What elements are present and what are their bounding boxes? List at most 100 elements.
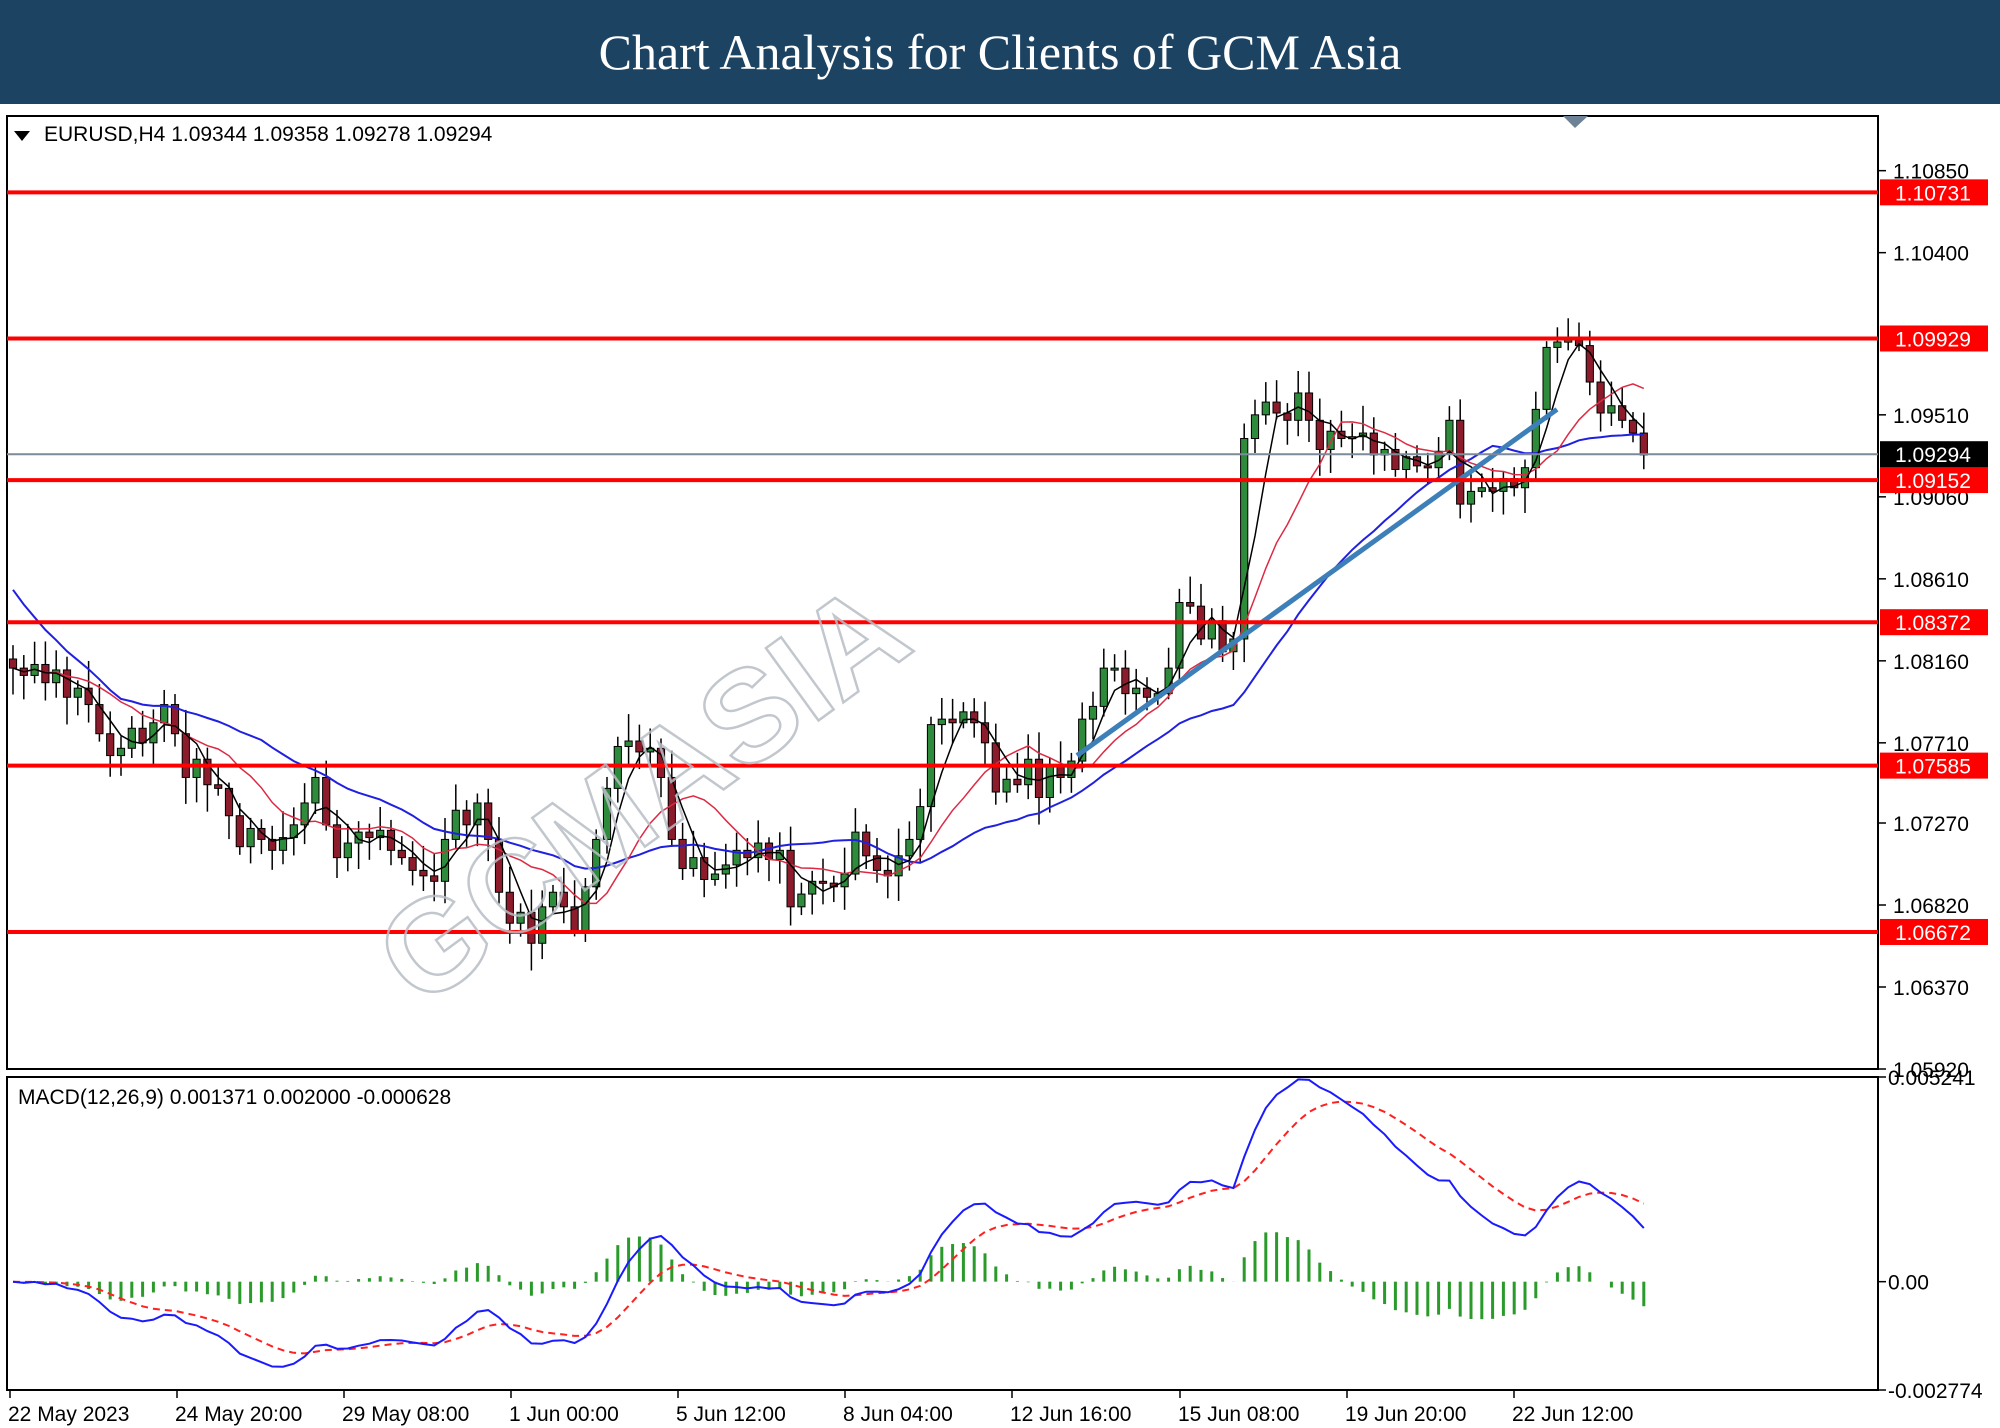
candle-body: [1142, 687, 1152, 698]
candle-body: [1628, 419, 1638, 434]
macd-y-tick-label: 0.005241: [1888, 1067, 1976, 1090]
axis-labels: 1.108501.104001.095101.090601.086101.081…: [8, 161, 1988, 1426]
candle-body: [419, 869, 428, 877]
macd-signal-line: [12, 1100, 1645, 1355]
candle-body: [462, 809, 471, 826]
header-banner: Chart Analysis for Clients of GCM Asia: [0, 0, 2000, 104]
candle-body: [1466, 490, 1476, 505]
candle-body: [138, 727, 147, 744]
candle-body: [235, 815, 244, 848]
ma-mid-line: [12, 383, 1645, 905]
macd-y-tick-label: -0.002774: [1888, 1380, 1983, 1403]
y-tick-label: 1.05920: [1893, 1059, 1969, 1082]
candle-body: [559, 891, 568, 908]
candle-body: [916, 806, 925, 840]
candle-body: [473, 802, 482, 826]
candle-body: [1240, 438, 1249, 640]
candle-body: [203, 758, 212, 786]
level-tag-label: 1.10731: [1895, 182, 1971, 205]
x-tick-label: 19 Jun 20:00: [1345, 1403, 1466, 1426]
candle-body: [797, 893, 806, 908]
candle-body: [386, 829, 396, 851]
candle-body: [602, 787, 612, 840]
candle-body: [408, 857, 417, 871]
level-tag: [1880, 609, 1988, 636]
candle-body: [970, 711, 979, 724]
macd-main-line: [12, 1078, 1645, 1368]
candle-body: [678, 838, 687, 870]
level-tag-label: 1.08372: [1895, 612, 1971, 635]
macd-panel: MACD(12,26,9) 0.001371 0.002000 -0.00062…: [6, 1076, 1879, 1391]
candle-body: [548, 891, 558, 908]
x-tick-label: 29 May 08:00: [342, 1403, 469, 1426]
x-tick-label: 8 Jun 04:00: [843, 1403, 953, 1426]
y-tick-label: 1.08610: [1893, 569, 1969, 592]
candle-body: [484, 802, 493, 840]
candle-body: [1099, 667, 1108, 707]
x-tick-label: 12 Jun 16:00: [1010, 1403, 1131, 1426]
symbol-header: EURUSD,H4 1.09344 1.09358 1.09278 1.0929…: [44, 123, 493, 146]
candle-body: [322, 776, 331, 826]
candle-body: [1002, 778, 1011, 793]
candle-body: [592, 838, 601, 888]
x-tick-label: 1 Jun 00:00: [509, 1403, 619, 1426]
candle-body: [1250, 414, 1260, 440]
candle-body: [1261, 401, 1270, 416]
level-tag: [1880, 325, 1988, 352]
candle-body: [624, 740, 633, 747]
candle-body: [700, 857, 709, 880]
candle-body: [127, 727, 136, 749]
level-tag-label: 1.07585: [1895, 756, 1971, 779]
x-tick-label: 15 Jun 08:00: [1178, 1403, 1299, 1426]
level-tag: [1880, 467, 1988, 494]
x-tick-label: 5 Jun 12:00: [676, 1403, 786, 1426]
candle-body: [1186, 602, 1195, 607]
ma-slow-line: [12, 433, 1644, 870]
candle-body: [1520, 467, 1530, 489]
candle-body: [635, 740, 644, 753]
level-tag: [1880, 752, 1988, 779]
candle-body: [1078, 718, 1087, 762]
candle-body: [1272, 401, 1281, 414]
ma-fast-line: [12, 342, 1645, 923]
candle-body: [376, 829, 385, 839]
candle-body: [948, 718, 957, 724]
candle-body: [300, 802, 309, 826]
candle-body: [365, 831, 374, 839]
candle-body: [1445, 419, 1454, 452]
candle-body: [1488, 487, 1497, 492]
current-price-tag: [1880, 441, 1988, 468]
candle-body: [808, 880, 817, 895]
candle-body: [1132, 687, 1141, 695]
candle-body: [1596, 381, 1605, 414]
level-tag: [1880, 179, 1988, 206]
candle-body: [343, 842, 352, 859]
candle-body: [192, 758, 201, 778]
candle-body: [170, 704, 180, 735]
y-tick-label: 1.07270: [1893, 813, 1969, 836]
candle-body: [214, 784, 223, 789]
x-tick-label: 22 May 2023: [8, 1403, 129, 1426]
y-tick-label: 1.09510: [1893, 405, 1969, 428]
candle-body: [1315, 419, 1324, 450]
candle-body: [937, 718, 946, 726]
candle-body: [1639, 432, 1648, 456]
candle-body: [246, 827, 255, 848]
candle-body: [516, 911, 525, 924]
candle-body: [354, 831, 363, 844]
macd-marks: [12, 1078, 1646, 1368]
y-tick-label: 1.10400: [1893, 243, 1969, 266]
candle-body: [851, 831, 860, 875]
candle-body: [106, 733, 115, 757]
candle-body: [268, 838, 277, 851]
candle-body: [1045, 764, 1054, 798]
candle-body: [1175, 602, 1184, 669]
y-tick-label: 1.10850: [1893, 161, 1969, 184]
candle-body: [311, 776, 320, 804]
macd-y-tick-label: 0.00: [1888, 1272, 1929, 1295]
candle-body: [116, 747, 126, 757]
candle-body: [1326, 430, 1335, 450]
candle-body: [160, 704, 169, 724]
banner-title: Chart Analysis for Clients of GCM Asia: [598, 24, 1402, 80]
